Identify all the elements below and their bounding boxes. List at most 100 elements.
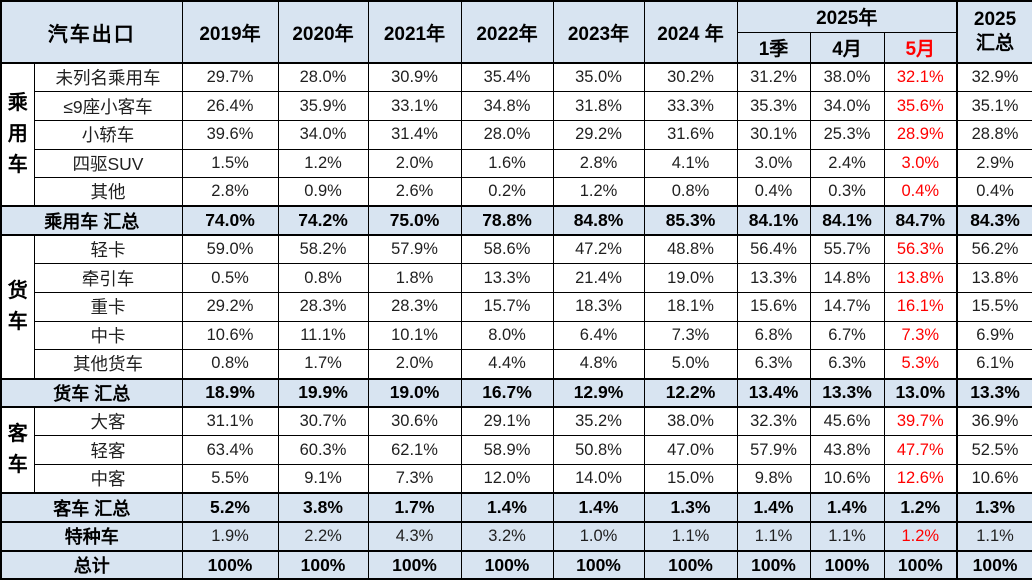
- value-cell: 74.2%: [277, 205, 369, 237]
- value-cell: 62.1%: [367, 435, 462, 466]
- value-cell: 1.1%: [736, 521, 811, 552]
- value-cell: 2.0%: [367, 148, 462, 179]
- row-label: 特种车: [0, 521, 183, 552]
- header-row-sub: 1季 4月 5月: [1, 31, 1032, 64]
- value-cell: 13.4%: [736, 377, 811, 409]
- value-cell: 18.9%: [181, 377, 279, 409]
- table-row: 乘用车 汇总 74.0% 74.2% 75.0% 78.8% 84.8% 85.3% 84.1…: [0, 205, 1032, 237]
- value-cell: 1.7%: [277, 349, 369, 380]
- value-cell: 13.3%: [956, 377, 1032, 409]
- value-cell: 30.9%: [367, 62, 462, 93]
- value-cell: 39.6%: [181, 119, 279, 150]
- value-cell: 29.2%: [552, 119, 645, 150]
- col-header-2023: 2023年: [552, 0, 645, 64]
- value-cell: 7.3%: [643, 320, 738, 351]
- value-cell: 58.9%: [460, 435, 554, 466]
- table-row: 中客 5.5% 9.1% 7.3% 12.0% 14.0% 15.0% 9.8% 10.6% 12…: [1, 464, 1032, 494]
- value-cell: 0.3%: [809, 177, 885, 207]
- table-header: 汽车出口 2019年 2020年 2021年 2022年 2023年 2024 …: [0, 0, 1032, 64]
- value-cell: 45.6%: [809, 406, 885, 437]
- value-cell: 1.3%: [956, 492, 1032, 523]
- table-row: 轻客 63.4% 60.3% 62.1% 58.9% 50.8% 47.0% 57.9% 43.…: [1, 435, 1032, 466]
- value-cell: 29.1%: [460, 406, 554, 437]
- table-row: 其他 2.8% 0.9% 2.6% 0.2% 1.2% 0.8% 0.4% 0.3% 0.4% 0.…: [1, 177, 1032, 207]
- value-cell: 1.4%: [460, 492, 554, 523]
- row-label: 中卡: [33, 320, 183, 351]
- value-cell: 1.4%: [809, 492, 885, 523]
- value-cell: 0.5%: [181, 263, 279, 293]
- row-label: 大客: [33, 406, 183, 437]
- value-cell: 84.1%: [809, 205, 885, 237]
- value-cell: 100%: [956, 549, 1032, 580]
- value-cell: 13.8%: [956, 263, 1032, 293]
- value-cell: 35.4%: [460, 62, 554, 93]
- row-label: 四驱SUV: [33, 148, 183, 179]
- value-cell: 10.6%: [956, 464, 1032, 494]
- value-cell: 12.2%: [643, 377, 738, 409]
- value-cell: 13.8%: [883, 263, 958, 293]
- value-cell: 5.5%: [181, 464, 279, 494]
- value-cell: 28.0%: [277, 62, 369, 93]
- value-cell: 84.1%: [736, 205, 811, 237]
- value-cell: 84.3%: [956, 205, 1032, 237]
- value-cell: 63.4%: [181, 435, 279, 466]
- value-cell: 10.1%: [367, 320, 462, 351]
- value-cell: 6.4%: [552, 320, 645, 351]
- value-cell: 5.3%: [883, 349, 958, 380]
- value-cell: 1.4%: [552, 492, 645, 523]
- value-cell: 26.4%: [181, 91, 279, 121]
- value-cell: 28.8%: [956, 119, 1032, 150]
- table-row: 四驱SUV 1.5% 1.2% 2.0% 1.6% 2.8% 4.1% 3.0% 2.4% 3.0…: [1, 148, 1032, 179]
- value-cell: 10.6%: [809, 464, 885, 494]
- value-cell: 2.6%: [367, 177, 462, 207]
- value-cell: 100%: [809, 549, 885, 580]
- header-row-top: 汽车出口 2019年 2020年 2021年 2022年 2023年 2024 …: [0, 0, 1032, 64]
- row-label: 牵引车: [33, 263, 183, 293]
- value-cell: 39.7%: [883, 406, 958, 437]
- value-cell: 29.2%: [181, 292, 279, 322]
- value-cell: 18.3%: [552, 292, 645, 322]
- value-cell: 0.4%: [883, 177, 958, 207]
- table-row: 小轿车 39.6% 34.0% 31.4% 28.0% 29.2% 31.6% 30.1% 25…: [1, 119, 1032, 150]
- value-cell: 2.8%: [552, 148, 645, 179]
- value-cell: 13.3%: [736, 263, 811, 293]
- value-cell: 5.0%: [643, 349, 738, 380]
- value-cell: 31.6%: [643, 119, 738, 150]
- value-cell: 2.8%: [181, 177, 279, 207]
- value-cell: 25.3%: [809, 119, 885, 150]
- value-cell: 13.3%: [460, 263, 554, 293]
- value-cell: 1.2%: [883, 521, 958, 552]
- row-label: 货车 汇总: [0, 377, 183, 409]
- value-cell: 56.4%: [736, 234, 811, 265]
- vehicle-group-label: 乘用车: [0, 62, 35, 207]
- value-cell: 2.2%: [277, 521, 369, 552]
- table-row: 货车 汇总 18.9% 19.9% 19.0% 16.7% 12.9% 12.2% 13.4%…: [0, 377, 1032, 409]
- value-cell: 28.3%: [277, 292, 369, 322]
- total-header-line2: 汇总: [976, 33, 1015, 54]
- value-cell: 11.1%: [277, 320, 369, 351]
- value-cell: 0.2%: [460, 177, 554, 207]
- value-cell: 57.9%: [367, 234, 462, 265]
- value-cell: 15.6%: [736, 292, 811, 322]
- value-cell: 1.6%: [460, 148, 554, 179]
- value-cell: 6.8%: [736, 320, 811, 351]
- table-row: 总计 100% 100% 100% 100% 100% 100% 100% 100% 100% 10…: [0, 549, 1032, 580]
- value-cell: 100%: [181, 549, 279, 580]
- value-cell: 1.8%: [367, 263, 462, 293]
- value-cell: 34.8%: [460, 91, 554, 121]
- col-header-2021: 2021年: [367, 0, 462, 64]
- value-cell: 56.2%: [956, 234, 1032, 265]
- value-cell: 0.8%: [181, 349, 279, 380]
- value-cell: 15.5%: [956, 292, 1032, 322]
- row-label: 重卡: [33, 292, 183, 322]
- value-cell: 34.0%: [809, 91, 885, 121]
- value-cell: 6.3%: [809, 349, 885, 380]
- value-cell: 16.1%: [883, 292, 958, 322]
- value-cell: 8.0%: [460, 320, 554, 351]
- table-row: ≤9座小客车 26.4% 35.9% 33.1% 34.8% 31.8% 33.3% 35.3…: [1, 91, 1032, 121]
- vehicle-group-label: 客车: [0, 406, 35, 494]
- value-cell: 4.8%: [552, 349, 645, 380]
- value-cell: 28.0%: [460, 119, 554, 150]
- col-header-2022: 2022年: [460, 0, 554, 64]
